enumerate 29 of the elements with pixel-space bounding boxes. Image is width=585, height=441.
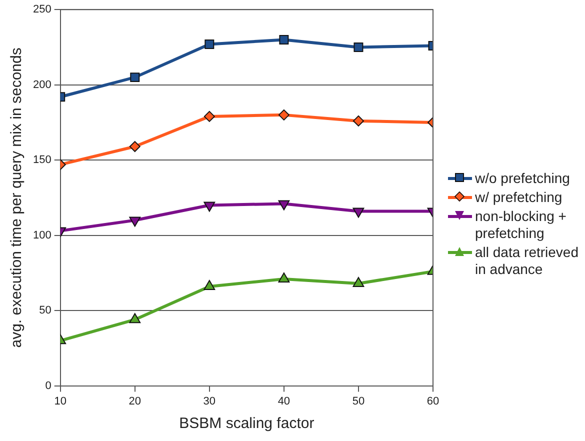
x-axis-title: BSBM scaling factor xyxy=(179,415,314,432)
point xyxy=(204,39,214,49)
point xyxy=(278,272,290,282)
y-tick-label: 0 xyxy=(45,380,52,392)
x-tick-label: 20 xyxy=(128,395,142,408)
legend-label: w/o prefetching xyxy=(475,170,570,187)
y-tick-label: 200 xyxy=(32,78,52,91)
legend-label: all data retrieved in advance xyxy=(475,244,580,278)
point xyxy=(130,72,140,82)
point xyxy=(129,313,141,324)
point xyxy=(129,141,140,152)
point xyxy=(354,42,364,52)
x-tick-label: 30 xyxy=(203,395,216,408)
x-tick-label: 60 xyxy=(426,395,440,408)
point xyxy=(204,110,215,122)
point xyxy=(204,280,216,290)
point xyxy=(278,109,290,120)
y-tick-label: 250 xyxy=(32,4,52,16)
point xyxy=(279,34,289,44)
x-tick-label: 40 xyxy=(278,395,290,408)
x-tick-label: 10 xyxy=(54,395,66,408)
legend-label: w/ prefetching xyxy=(475,189,562,206)
x-tick-label: 50 xyxy=(352,395,365,408)
y-tick-label: 100 xyxy=(32,229,52,242)
point xyxy=(352,115,364,126)
point xyxy=(352,276,364,287)
y-axis-title: avg. execution time per query mix in seconds xyxy=(8,48,26,348)
y-tick-label: 50 xyxy=(39,304,52,317)
y-tick-label: 150 xyxy=(32,154,52,166)
